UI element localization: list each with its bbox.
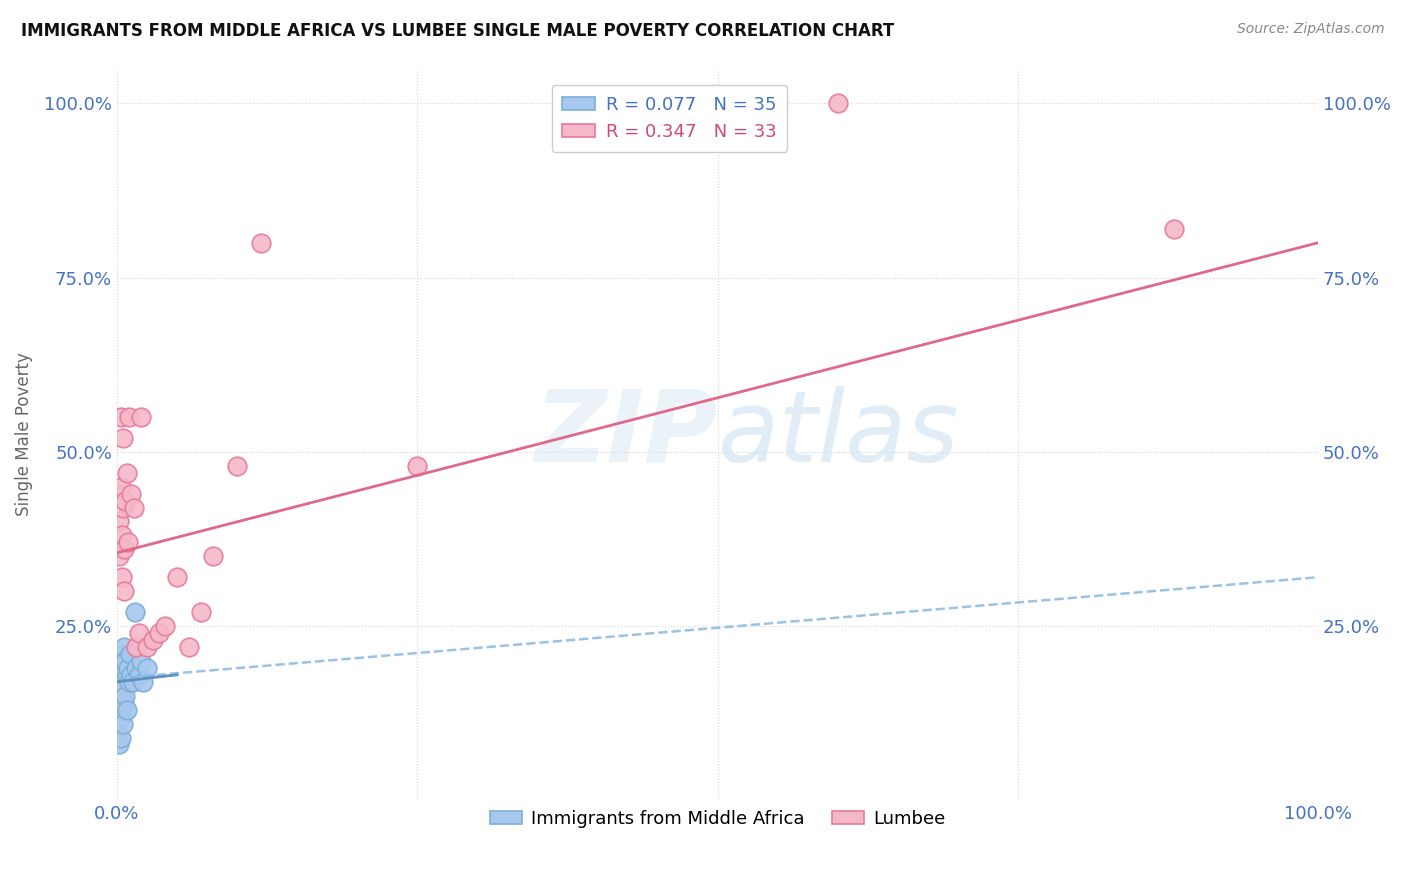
Point: [112, 640, 135, 654]
Point: [142, 632, 165, 647]
Point: [202, 549, 225, 564]
Point: [117, 661, 139, 675]
Point: [136, 661, 159, 675]
Point: [1163, 221, 1185, 235]
Point: [406, 458, 429, 473]
Point: [827, 96, 849, 111]
Point: [112, 584, 135, 599]
Point: [114, 493, 136, 508]
Point: [121, 674, 143, 689]
Point: [114, 689, 136, 703]
Point: [115, 667, 138, 681]
Point: [111, 716, 134, 731]
Point: [115, 466, 138, 480]
Point: [110, 709, 132, 723]
Point: [128, 626, 150, 640]
Point: [108, 681, 131, 696]
Point: [117, 535, 139, 549]
Point: [132, 674, 155, 689]
Point: [111, 674, 134, 689]
Point: [128, 667, 150, 681]
Point: [111, 431, 134, 445]
Point: [110, 667, 132, 681]
Point: [136, 640, 159, 654]
Point: [122, 500, 145, 515]
Point: [124, 605, 146, 619]
Point: [111, 500, 134, 515]
Point: [107, 723, 129, 738]
Point: [114, 654, 136, 668]
Point: [190, 605, 212, 619]
Point: [108, 515, 131, 529]
Point: [108, 549, 131, 564]
Point: [177, 640, 200, 654]
Point: [166, 570, 188, 584]
Point: [111, 654, 134, 668]
Point: [110, 689, 132, 703]
Point: [118, 409, 141, 424]
Point: [110, 480, 132, 494]
Point: [250, 235, 273, 250]
Point: [153, 619, 176, 633]
Point: [125, 640, 148, 654]
Point: [110, 731, 132, 745]
Point: [111, 703, 134, 717]
Point: [110, 654, 132, 668]
Point: [120, 647, 142, 661]
Point: [108, 661, 131, 675]
Point: [110, 409, 132, 424]
Point: [115, 703, 138, 717]
Point: [107, 486, 129, 500]
Point: [108, 738, 131, 752]
Legend: Immigrants from Middle Africa, Lumbee: Immigrants from Middle Africa, Lumbee: [482, 803, 953, 835]
Point: [120, 486, 142, 500]
Point: [129, 409, 152, 424]
Point: [118, 674, 141, 689]
Point: [108, 703, 131, 717]
Text: ZIP: ZIP: [534, 386, 717, 483]
Point: [125, 661, 148, 675]
Point: [111, 681, 134, 696]
Point: [107, 674, 129, 689]
Point: [112, 696, 135, 710]
Y-axis label: Single Male Poverty: Single Male Poverty: [15, 352, 32, 516]
Point: [111, 647, 134, 661]
Point: [111, 570, 134, 584]
Text: Source: ZipAtlas.com: Source: ZipAtlas.com: [1237, 22, 1385, 37]
Point: [120, 667, 142, 681]
Point: [112, 542, 135, 557]
Point: [226, 458, 249, 473]
Point: [148, 626, 170, 640]
Point: [129, 654, 152, 668]
Text: atlas: atlas: [717, 386, 959, 483]
Point: [107, 696, 129, 710]
Text: IMMIGRANTS FROM MIDDLE AFRICA VS LUMBEE SINGLE MALE POVERTY CORRELATION CHART: IMMIGRANTS FROM MIDDLE AFRICA VS LUMBEE …: [21, 22, 894, 40]
Point: [111, 528, 134, 542]
